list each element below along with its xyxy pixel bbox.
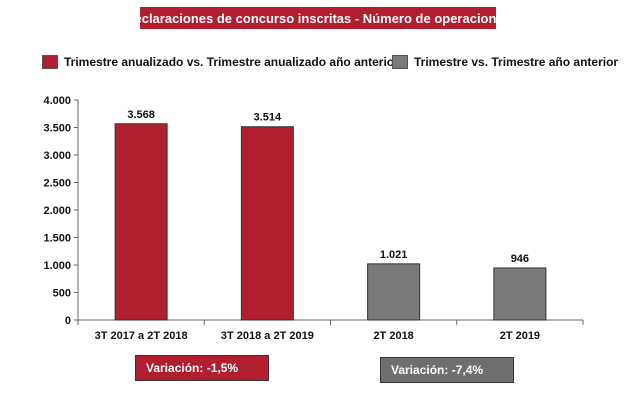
x-tick-label: 3T 2018 a 2T 2019 bbox=[221, 330, 314, 342]
y-tick-label: 1.000 bbox=[43, 260, 71, 272]
x-tick-label: 3T 2017 a 2T 2018 bbox=[95, 330, 188, 342]
legend-item-annualized: Trimestre anualizado vs. Trimestre anual… bbox=[42, 55, 399, 69]
y-tick-label: 2.500 bbox=[43, 178, 71, 190]
data-label: 3.514 bbox=[254, 112, 282, 124]
y-tick-label: 3.000 bbox=[43, 150, 71, 162]
y-tick-label: 1.500 bbox=[43, 233, 71, 245]
legend-swatch-red bbox=[42, 55, 58, 69]
data-label: 946 bbox=[511, 253, 529, 265]
y-tick-label: 500 bbox=[53, 288, 71, 300]
variation-badge-gray: Variación: -7,4% bbox=[380, 357, 514, 383]
y-tick-label: 0 bbox=[65, 315, 71, 327]
y-tick-label: 2.000 bbox=[43, 205, 71, 217]
legend-swatch-gray bbox=[392, 55, 408, 69]
data-label: 1.021 bbox=[380, 249, 408, 261]
legend-label-annualized: Trimestre anualizado vs. Trimestre anual… bbox=[64, 55, 399, 69]
chart-title: Declaraciones de concurso inscritas - Nú… bbox=[125, 7, 511, 29]
bar bbox=[240, 126, 294, 321]
variation-badge-red: Variación: -1,5% bbox=[135, 355, 269, 381]
x-tick-label: 2T 2018 bbox=[373, 330, 413, 342]
y-tick-label: 3.500 bbox=[43, 123, 71, 135]
bar bbox=[367, 263, 421, 321]
legend-label-quarterly: Trimestre vs. Trimestre año anterior bbox=[414, 55, 619, 69]
data-label: 3.568 bbox=[127, 109, 155, 121]
x-tick-label: 2T 2019 bbox=[500, 330, 540, 342]
y-tick-label: 4.000 bbox=[43, 95, 71, 107]
bar bbox=[493, 267, 547, 321]
bar bbox=[114, 123, 168, 321]
legend-item-quarterly: Trimestre vs. Trimestre año anterior bbox=[392, 55, 618, 69]
